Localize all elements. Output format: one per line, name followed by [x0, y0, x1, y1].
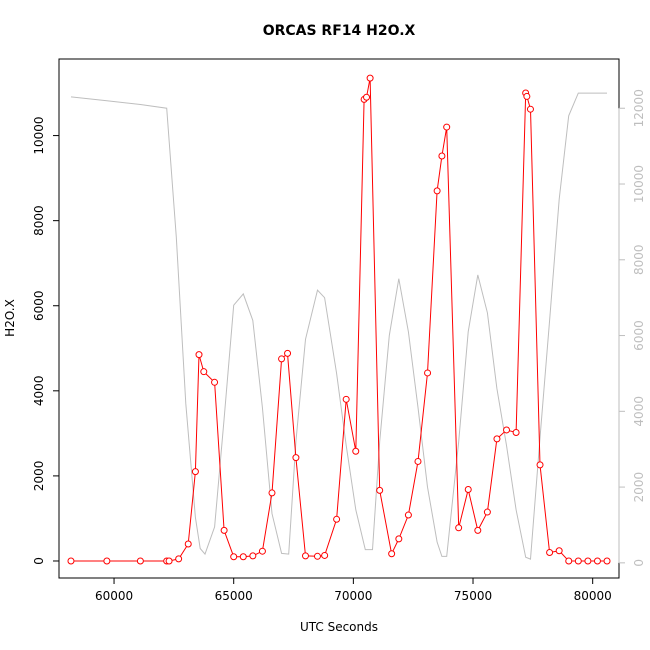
y-axis-right: 0 2000 4000 6000 8000 10000 12000: [618, 89, 646, 567]
data-point: [220, 526, 228, 534]
data-point: [103, 557, 111, 565]
data-point: [443, 123, 451, 131]
data-point: [526, 105, 534, 113]
data-point: [414, 457, 422, 465]
y-axis: 0 2000 4000 6000 8000 10000: [32, 116, 60, 565]
data-point: [136, 557, 144, 565]
y-right-tick-label: 8000: [632, 245, 646, 276]
y-tick-label: 6000: [32, 290, 46, 321]
y-right-tick-label: 10000: [632, 165, 646, 203]
y-tick-label: 4000: [32, 376, 46, 407]
data-point: [284, 349, 292, 357]
x-tick-label: 65000: [215, 589, 253, 603]
data-point: [278, 355, 286, 363]
data-point: [301, 552, 309, 560]
data-point: [404, 511, 412, 519]
data-point: [342, 395, 350, 403]
data-point: [165, 557, 173, 565]
data-point: [493, 435, 501, 443]
data-point: [464, 486, 472, 494]
x-axis: 60000 65000 70000 75000 80000: [95, 577, 612, 603]
data-point: [523, 92, 531, 100]
data-point: [239, 553, 247, 561]
data-point: [249, 552, 257, 560]
data-point: [593, 557, 601, 565]
data-point: [483, 508, 491, 516]
chart-title: ORCAS RF14 H2O.X: [263, 23, 416, 39]
data-point: [455, 524, 463, 532]
y-tick-label: 2000: [32, 461, 46, 492]
data-point: [503, 426, 511, 434]
series-layer: [67, 74, 611, 565]
y-axis-label: H2O.X: [3, 299, 17, 337]
y-right-tick-label: 2000: [632, 472, 646, 503]
data-point: [363, 93, 371, 101]
data-point: [438, 152, 446, 160]
data-point: [184, 540, 192, 548]
data-point: [565, 557, 573, 565]
data-point: [230, 553, 238, 561]
x-tick-label: 80000: [574, 589, 612, 603]
data-point: [313, 552, 321, 560]
data-point: [433, 187, 441, 195]
x-tick-label: 75000: [454, 589, 492, 603]
data-point: [388, 550, 396, 558]
series-line-0: [71, 78, 607, 562]
data-point: [546, 548, 554, 556]
data-point: [574, 557, 582, 565]
data-point: [67, 557, 75, 565]
y-right-tick-label: 12000: [632, 89, 646, 127]
x-tick-label: 60000: [95, 589, 133, 603]
data-point: [512, 429, 520, 437]
data-point: [424, 369, 432, 377]
data-point: [352, 447, 360, 455]
y-right-tick-label: 0: [632, 559, 646, 567]
data-point: [321, 551, 329, 559]
data-point: [292, 454, 300, 462]
x-axis-label: UTC Seconds: [300, 620, 378, 634]
data-point: [268, 489, 276, 497]
data-point: [211, 378, 219, 386]
y-tick-label: 0: [32, 557, 46, 565]
y-tick-label: 8000: [32, 205, 46, 236]
data-point: [191, 468, 199, 476]
data-point: [536, 461, 544, 469]
data-point: [555, 547, 563, 555]
y-right-tick-label: 6000: [632, 320, 646, 351]
data-point: [258, 547, 266, 555]
data-point: [584, 557, 592, 565]
data-point: [200, 368, 208, 376]
series-line-1: [70, 92, 607, 560]
data-point: [376, 486, 384, 494]
data-point: [395, 535, 403, 543]
x-tick-label: 70000: [334, 589, 372, 603]
data-point: [175, 555, 183, 563]
data-point: [366, 74, 374, 82]
data-point: [333, 515, 341, 523]
data-point: [195, 351, 203, 359]
y-right-tick-label: 4000: [632, 396, 646, 427]
data-point: [603, 557, 611, 565]
y-tick-label: 10000: [32, 116, 46, 154]
data-point: [474, 526, 482, 534]
